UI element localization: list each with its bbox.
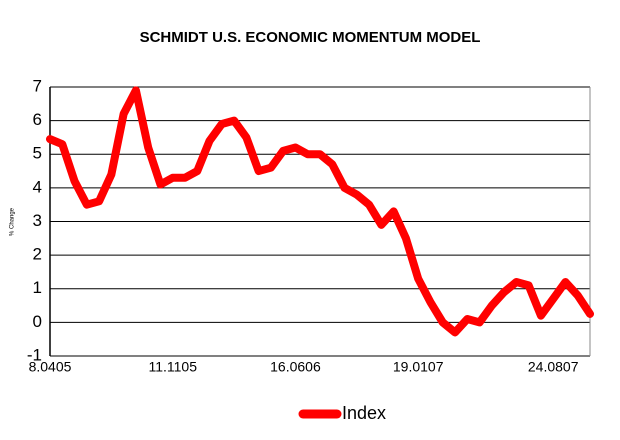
x-tick-label: 19.0107 xyxy=(393,359,444,375)
x-tick-label: 24.0807 xyxy=(528,359,579,375)
y-tick-label: 1 xyxy=(33,278,42,297)
y-tick-label: 7 xyxy=(33,76,42,95)
y-tick-label: -1 xyxy=(27,345,42,364)
y-tick-label: 5 xyxy=(33,144,42,163)
y-tick-label: 4 xyxy=(33,177,42,196)
data-line xyxy=(46,86,594,337)
y-tick-label: 2 xyxy=(33,245,42,264)
legend-label: Index xyxy=(342,403,386,423)
x-tick-label: 16.0606 xyxy=(270,359,321,375)
y-tick-label: 6 xyxy=(33,110,42,129)
y-axis-label: % Change xyxy=(10,207,16,236)
x-tick-label: 8.0405 xyxy=(29,359,72,375)
y-tick-label: 0 xyxy=(33,312,42,331)
chart-title: SCHMIDT U.S. ECONOMIC MOMENTUM MODEL xyxy=(140,29,481,46)
x-tick-label: 11.1105 xyxy=(148,359,197,375)
y-tick-label: 3 xyxy=(33,211,42,230)
